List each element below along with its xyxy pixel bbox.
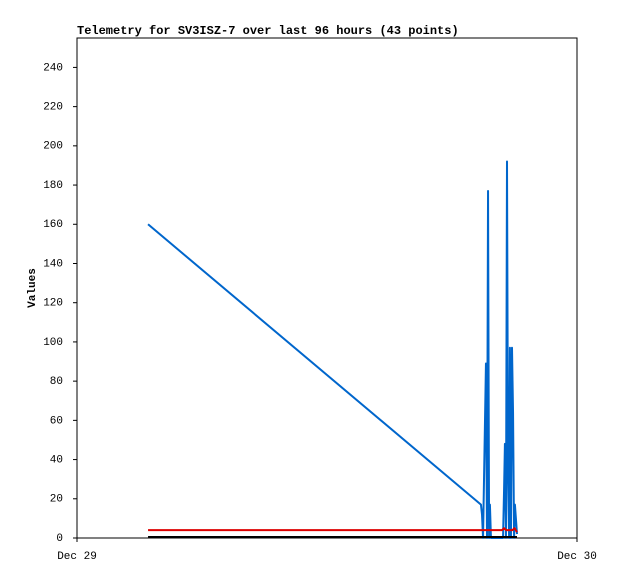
y-tick-label: 40 [50, 454, 63, 466]
y-tick-label: 20 [50, 494, 63, 506]
x-tick-label: Dec 29 [57, 551, 97, 563]
y-tick-label: 180 [43, 180, 63, 192]
y-tick-label: 140 [43, 258, 63, 270]
y-tick-label: 80 [50, 376, 63, 388]
y-tick-label: 120 [43, 298, 63, 310]
y-tick-label: 100 [43, 337, 63, 349]
series-line [148, 527, 518, 533]
y-tick-label: 240 [43, 62, 63, 74]
y-tick-label: 160 [43, 219, 63, 231]
chart-title: Telemetry for SV3ISZ-7 over last 96 hour… [77, 24, 459, 38]
y-tick-label: 200 [43, 141, 63, 153]
y-axis-label: Values [27, 268, 39, 308]
y-tick-label: 220 [43, 102, 63, 114]
y-tick-label: 0 [56, 533, 63, 545]
x-tick-label: Dec 30 [557, 551, 597, 563]
plot-frame [76, 37, 578, 539]
series-line [147, 160, 518, 539]
y-tick-label: 60 [50, 415, 63, 427]
